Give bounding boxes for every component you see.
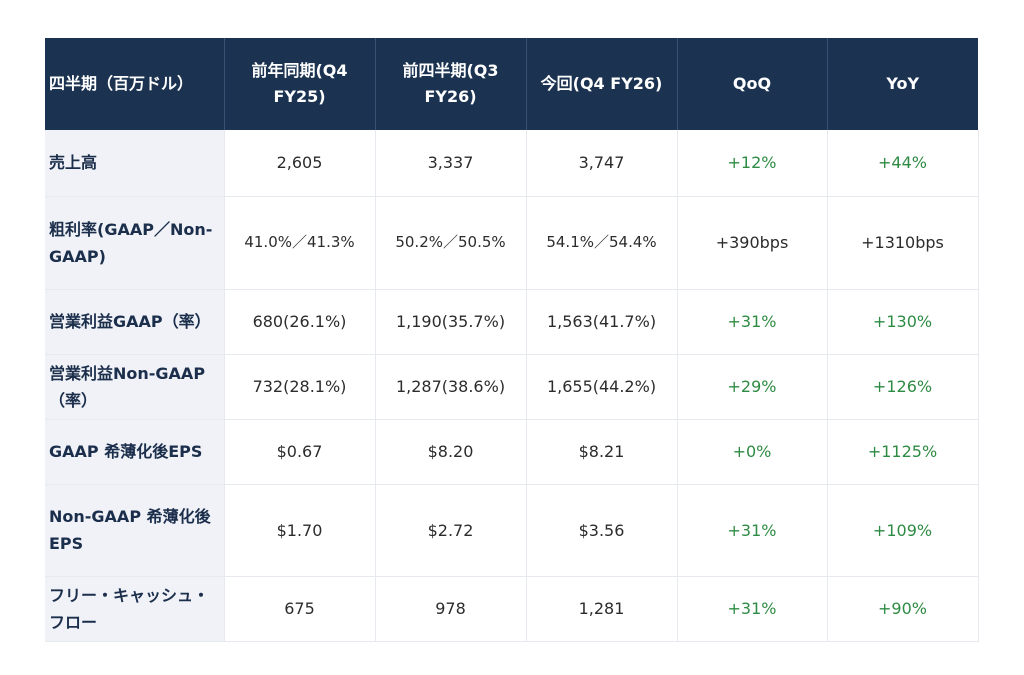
cell-prev-year: 680(26.1%) xyxy=(223,289,375,355)
cell-prev-year: 41.0%／41.3% xyxy=(223,196,375,290)
cell-yoy: +1125% xyxy=(826,419,979,485)
cell-prev-quarter: $2.72 xyxy=(374,484,526,577)
table-row: 売上高 2,605 3,337 3,747 +12% +44% xyxy=(45,130,979,197)
cell-prev-year: 732(28.1%) xyxy=(223,354,375,420)
table-body: 売上高 2,605 3,337 3,747 +12% +44% 粗利率(GAAP… xyxy=(45,130,979,642)
header-prev-year: 前年同期(Q4 FY25) xyxy=(223,38,375,130)
table-row: 営業利益GAAP（率） 680(26.1%) 1,190(35.7%) 1,56… xyxy=(45,289,979,355)
cell-yoy: +44% xyxy=(826,130,979,197)
cell-current: 1,281 xyxy=(525,576,677,642)
cell-prev-year: $1.70 xyxy=(223,484,375,577)
cell-qoq: +31% xyxy=(676,484,827,577)
cell-prev-year: 2,605 xyxy=(223,130,375,197)
cell-yoy: +130% xyxy=(826,289,979,355)
row-label: 粗利率(GAAP／Non-GAAP) xyxy=(45,196,224,290)
header-yoy: YoY xyxy=(826,38,978,130)
cell-current: 1,563(41.7%) xyxy=(525,289,677,355)
table-row: 粗利率(GAAP／Non-GAAP) 41.0%／41.3% 50.2%／50.… xyxy=(45,196,979,290)
cell-qoq: +12% xyxy=(676,130,827,197)
table-row: フリー・キャッシュ・フロー 675 978 1,281 +31% +90% xyxy=(45,576,979,642)
header-current: 今回(Q4 FY26) xyxy=(525,38,677,130)
cell-prev-quarter: $8.20 xyxy=(374,419,526,485)
cell-current: $3.56 xyxy=(525,484,677,577)
table-row: 営業利益Non-GAAP（率） 732(28.1%) 1,287(38.6%) … xyxy=(45,354,979,420)
cell-current: 1,655(44.2%) xyxy=(525,354,677,420)
row-label: 売上高 xyxy=(45,130,224,197)
cell-qoq: +31% xyxy=(676,576,827,642)
cell-yoy: +90% xyxy=(826,576,979,642)
cell-prev-quarter: 50.2%／50.5% xyxy=(374,196,526,290)
cell-qoq: +390bps xyxy=(676,196,827,290)
cell-prev-quarter: 1,190(35.7%) xyxy=(374,289,526,355)
row-label: GAAP 希薄化後EPS xyxy=(45,419,224,485)
header-prev-quarter: 前四半期(Q3 FY26) xyxy=(374,38,526,130)
header-qoq: QoQ xyxy=(676,38,827,130)
cell-current: 3,747 xyxy=(525,130,677,197)
cell-prev-year: 675 xyxy=(223,576,375,642)
row-label: Non-GAAP 希薄化後EPS xyxy=(45,484,224,577)
header-row: 四半期（百万ドル） 前年同期(Q4 FY25) 前四半期(Q3 FY26) 今回… xyxy=(45,38,978,130)
row-label: フリー・キャッシュ・フロー xyxy=(45,576,224,642)
cell-yoy: +1310bps xyxy=(826,196,979,290)
row-label: 営業利益GAAP（率） xyxy=(45,289,224,355)
cell-yoy: +126% xyxy=(826,354,979,420)
cell-qoq: +0% xyxy=(676,419,827,485)
cell-current: $8.21 xyxy=(525,419,677,485)
cell-prev-quarter: 3,337 xyxy=(374,130,526,197)
cell-prev-quarter: 1,287(38.6%) xyxy=(374,354,526,420)
cell-qoq: +31% xyxy=(676,289,827,355)
cell-yoy: +109% xyxy=(826,484,979,577)
cell-qoq: +29% xyxy=(676,354,827,420)
table-header: 四半期（百万ドル） 前年同期(Q4 FY25) 前四半期(Q3 FY26) 今回… xyxy=(45,38,978,130)
financial-table-container: 四半期（百万ドル） 前年同期(Q4 FY25) 前四半期(Q3 FY26) 今回… xyxy=(45,38,979,642)
header-quarter: 四半期（百万ドル） xyxy=(45,38,224,130)
cell-prev-quarter: 978 xyxy=(374,576,526,642)
cell-prev-year: $0.67 xyxy=(223,419,375,485)
quarterly-results-table: 四半期（百万ドル） 前年同期(Q4 FY25) 前四半期(Q3 FY26) 今回… xyxy=(45,38,979,642)
row-label: 営業利益Non-GAAP（率） xyxy=(45,354,224,420)
cell-current: 54.1%／54.4% xyxy=(525,196,677,290)
table-row: GAAP 希薄化後EPS $0.67 $8.20 $8.21 +0% +1125… xyxy=(45,419,979,485)
table-row: Non-GAAP 希薄化後EPS $1.70 $2.72 $3.56 +31% … xyxy=(45,484,979,577)
